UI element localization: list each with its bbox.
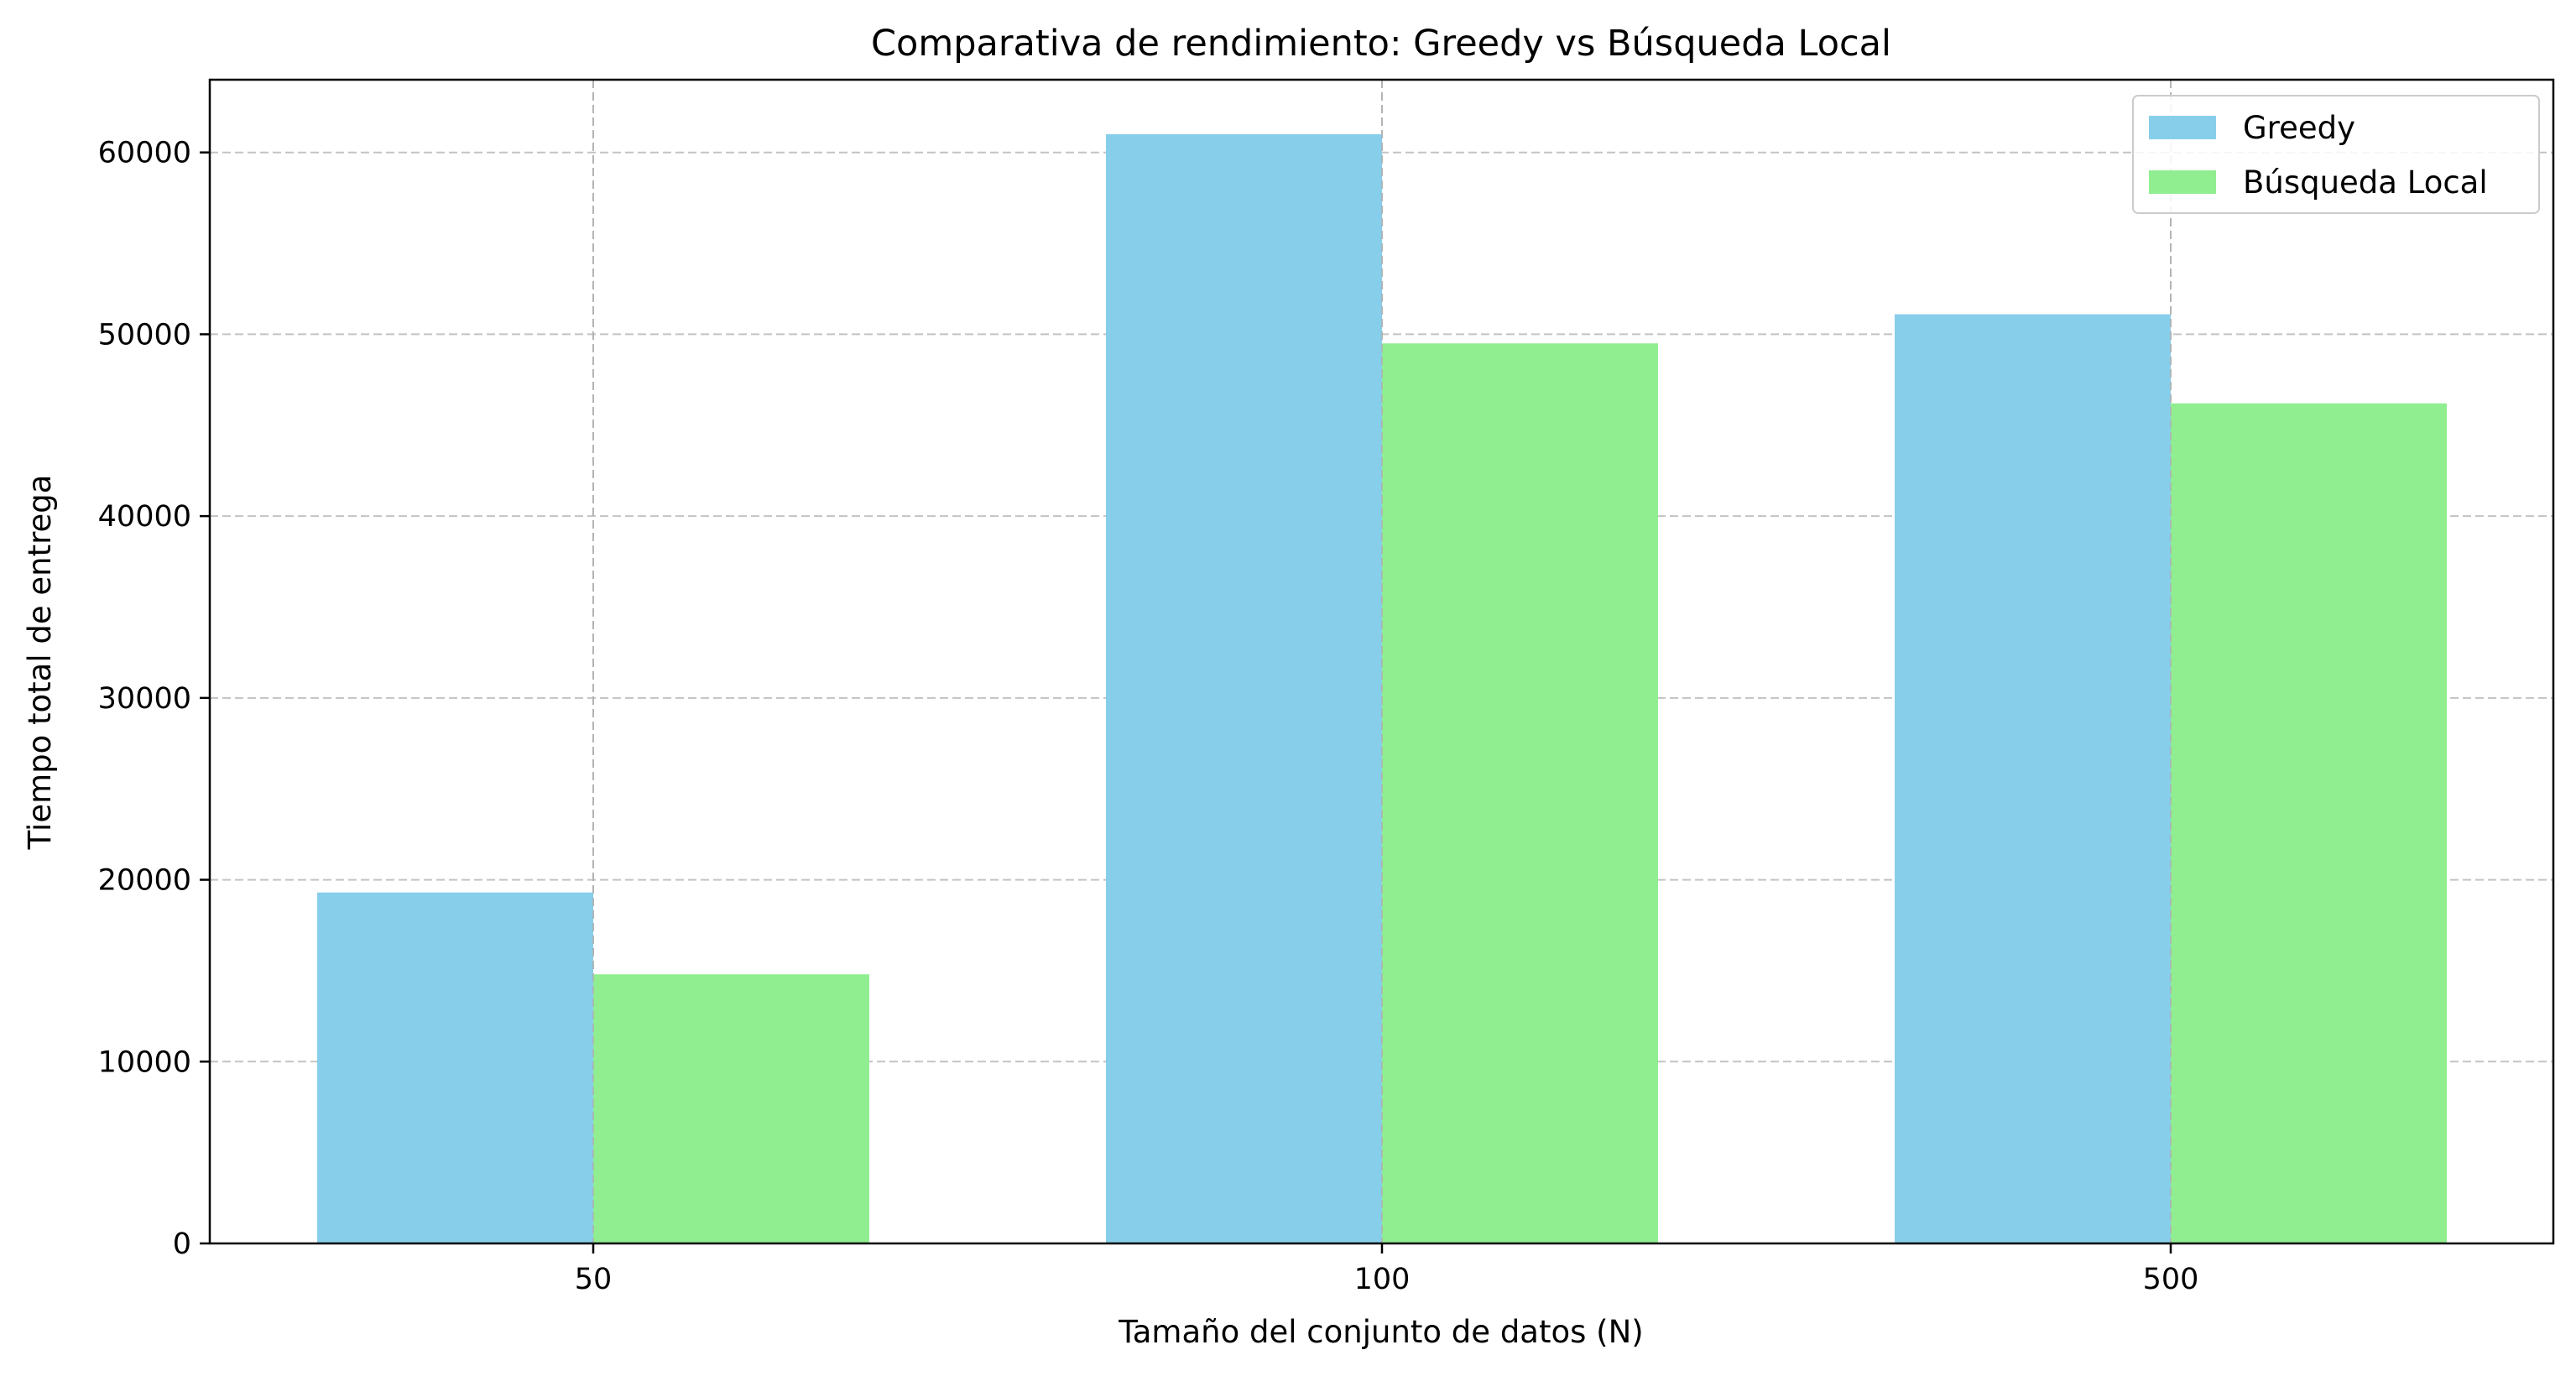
legend: Greedy Búsqueda Local [2132,95,2540,214]
y-tick-label: 20000 [98,864,191,898]
bar-b-squeda-local-500 [2171,403,2447,1243]
legend-box [2132,95,2540,214]
y-axis-label: Tiempo total de entrega [22,475,58,851]
bar-greedy-50 [317,892,593,1243]
legend-swatch [2149,116,2216,139]
y-tick-label: 60000 [98,137,191,170]
legend-label: Greedy [2243,110,2355,146]
chart-title: Comparativa de rendimiento: Greedy vs Bú… [871,23,1891,65]
legend-label: Búsqueda Local [2243,164,2488,201]
y-tick-label: 30000 [98,682,191,716]
x-tick-label: 50 [575,1263,613,1296]
bars [317,80,2447,1244]
bar-b-squeda-local-50 [593,974,869,1243]
bar-greedy-100 [1106,134,1382,1243]
y-tick-label: 40000 [98,500,191,534]
x-tick-label: 100 [1354,1263,1411,1296]
y-tick-label: 50000 [98,318,191,352]
bar-b-squeda-local-100 [1382,343,1658,1243]
x-tick-label: 500 [2143,1263,2199,1296]
y-tick-label: 10000 [98,1045,191,1079]
bar-greedy-500 [1895,314,2171,1244]
legend-swatch [2149,170,2216,194]
x-axis-label: Tamaño del conjunto de datos (N) [1118,1314,1643,1350]
y-axis: 0 10000 20000 30000 40000 50000 60000 [98,137,210,1261]
x-axis: 50 100 500 [575,1243,2199,1296]
y-tick-label: 0 [173,1227,191,1261]
